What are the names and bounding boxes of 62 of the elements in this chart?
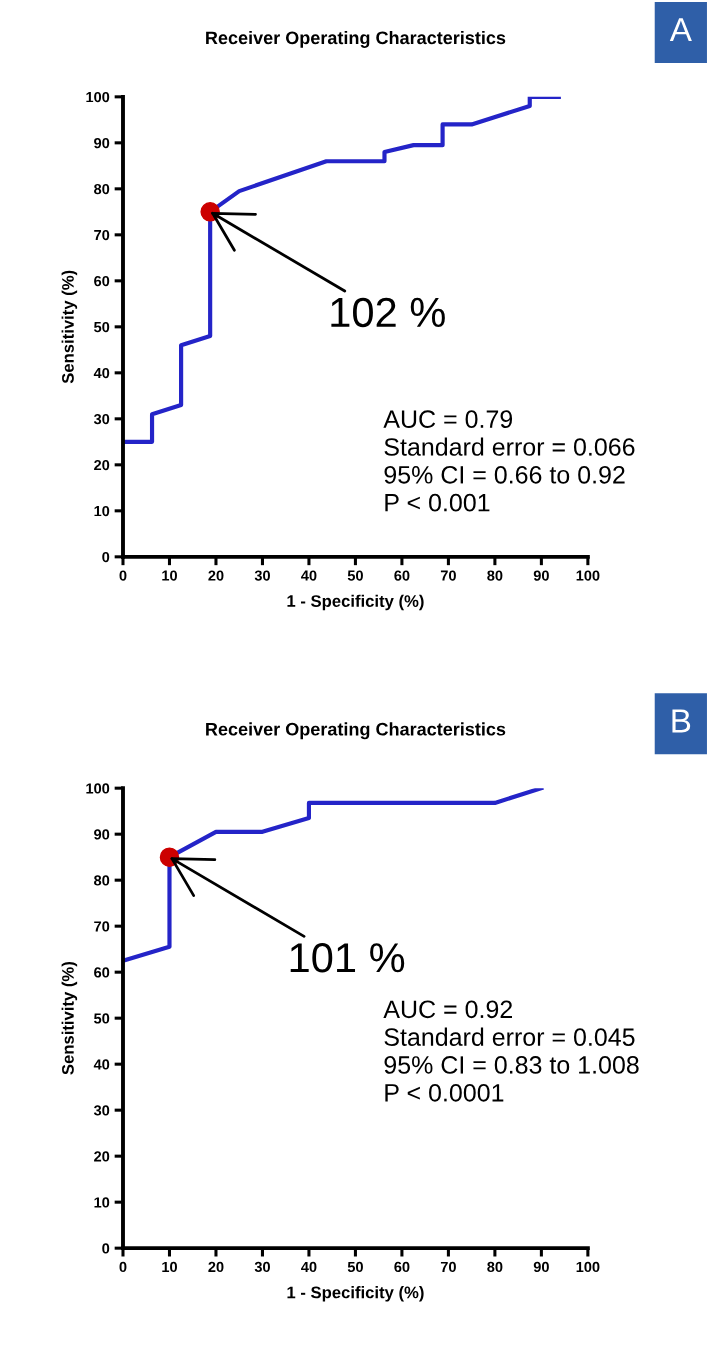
y-tick-label: 100 <box>86 783 110 794</box>
x-tick-label: 100 <box>576 1261 600 1273</box>
y-tick-label: 10 <box>94 1197 110 1208</box>
x-tick-label: 20 <box>208 570 224 581</box>
y-tick-label: 40 <box>93 1059 110 1070</box>
x-tick-label: 0 <box>119 1261 127 1273</box>
annotation: P < 0.001 <box>385 493 490 512</box>
y-tick-label: 30 <box>93 1105 110 1116</box>
annotation: Standard error = 0.066 <box>384 437 635 456</box>
x-tick-label: 80 <box>487 1261 503 1273</box>
annotation: 95% CI = 0.66 to 0.92 <box>384 465 625 484</box>
text: A <box>669 18 692 42</box>
y-tick-label: 50 <box>94 321 110 333</box>
x-tick-label: 20 <box>208 1261 224 1273</box>
y-axis-title: Sensitivity (%) <box>61 962 78 1075</box>
annotation: 95% CI = 0.83 to 1.008 <box>384 1056 639 1074</box>
x-axis-title: 1 - Specificity (%) <box>287 1286 424 1302</box>
chart-title: Receiver Operating Characteristics <box>206 30 506 48</box>
x-tick-label: 70 <box>440 1261 456 1273</box>
y-tick-label: 90 <box>94 137 110 149</box>
x-tick-label: 90 <box>533 1261 549 1273</box>
y-tick-label: 60 <box>94 275 110 287</box>
x-tick-label: 40 <box>301 570 317 581</box>
y-tick-label: 10 <box>94 505 110 517</box>
y-tick-label: 60 <box>94 967 110 978</box>
x-tick-label: 10 <box>162 1261 177 1273</box>
x-tick-label: 50 <box>347 1261 363 1273</box>
y-tick-label: 100 <box>86 91 110 103</box>
x-tick-label: 30 <box>254 570 270 581</box>
annotation: 102 % <box>331 297 445 328</box>
x-tick-label: 60 <box>394 570 410 581</box>
x-tick-label: 10 <box>162 570 177 581</box>
y-tick-label: 50 <box>94 1013 110 1024</box>
y-tick-label: 0 <box>102 551 110 563</box>
y-tick-label: 70 <box>94 229 110 241</box>
y-tick-label: 80 <box>94 183 110 195</box>
x-tick-label: 50 <box>347 570 363 581</box>
chart-title: Receiver Operating Characteristics <box>206 722 506 740</box>
x-tick-label: 30 <box>254 1261 270 1273</box>
y-tick-label: 0 <box>102 1243 110 1254</box>
y-axis-title: Sensitivity (%) <box>61 270 78 384</box>
y-tick-label: 20 <box>94 1151 110 1162</box>
annotation: AUC = 0.92 <box>383 1000 512 1019</box>
x-tick-label: 40 <box>301 1261 317 1273</box>
annotation: P < 0.0001 <box>385 1083 504 1102</box>
annotation: Standard error = 0.045 <box>384 1027 635 1046</box>
y-tick-label: 80 <box>94 875 110 886</box>
x-tick-label: 90 <box>533 570 549 581</box>
y-tick-label: 20 <box>94 459 110 471</box>
annotation: AUC = 0.79 <box>383 410 513 428</box>
x-tick-label: 100 <box>576 570 600 581</box>
y-tick-label: 30 <box>93 413 110 425</box>
y-tick-label: 40 <box>93 367 110 379</box>
text: B <box>672 709 691 733</box>
y-tick-label: 70 <box>94 921 110 932</box>
x-tick-label: 0 <box>119 570 127 581</box>
y-tick-label: 90 <box>94 829 110 840</box>
x-tick-label: 70 <box>440 570 456 581</box>
x-tick-label: 80 <box>487 570 503 581</box>
x-tick-label: 60 <box>394 1261 410 1273</box>
annotation: 101 % <box>290 943 405 973</box>
x-axis-title: 1 - Specificity (%) <box>287 594 424 611</box>
